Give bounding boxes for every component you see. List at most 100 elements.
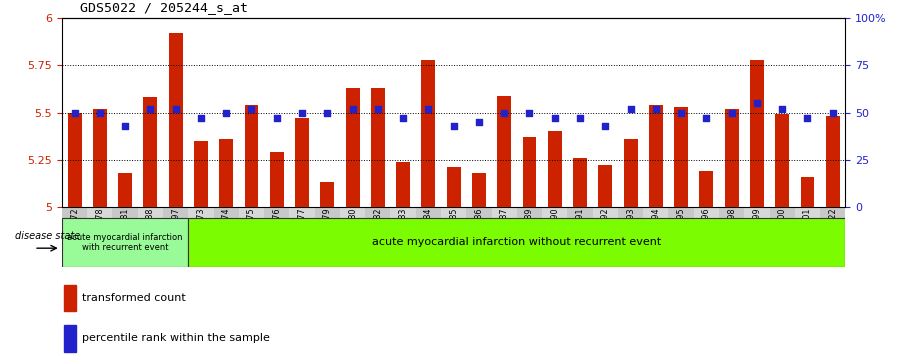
Bar: [87, 207, 112, 218]
Bar: [700, 171, 713, 207]
Text: GSM1167082: GSM1167082: [374, 207, 383, 261]
Text: GSM1167101: GSM1167101: [803, 207, 812, 261]
Bar: [775, 114, 789, 207]
Point: [750, 100, 764, 106]
Bar: [725, 109, 739, 207]
Bar: [750, 60, 764, 207]
Text: GSM1167087: GSM1167087: [500, 207, 508, 261]
Bar: [345, 88, 360, 207]
Bar: [67, 113, 82, 207]
Point: [548, 115, 562, 121]
Bar: [497, 95, 511, 207]
Bar: [618, 207, 643, 218]
Point: [320, 110, 334, 115]
Point: [396, 115, 411, 121]
Bar: [422, 60, 435, 207]
Point: [244, 106, 259, 112]
Bar: [112, 207, 138, 218]
Bar: [239, 207, 264, 218]
Bar: [64, 285, 76, 311]
Text: GSM1167075: GSM1167075: [247, 207, 256, 261]
Text: acute myocardial infarction without recurrent event: acute myocardial infarction without recu…: [373, 237, 661, 247]
Point: [93, 110, 107, 115]
Bar: [820, 207, 845, 218]
Bar: [189, 207, 213, 218]
Text: GSM1167072: GSM1167072: [70, 207, 79, 261]
Bar: [801, 177, 814, 207]
Bar: [568, 207, 593, 218]
Bar: [744, 207, 770, 218]
Text: GSM1167090: GSM1167090: [550, 207, 559, 261]
Text: GSM1167073: GSM1167073: [197, 207, 206, 261]
Bar: [624, 139, 638, 207]
Point: [219, 110, 233, 115]
Bar: [694, 207, 719, 218]
Bar: [649, 105, 663, 207]
Bar: [163, 207, 189, 218]
Point: [522, 110, 537, 115]
Bar: [62, 207, 87, 218]
Text: GSM1167078: GSM1167078: [96, 207, 105, 261]
Text: GSM1167088: GSM1167088: [146, 207, 155, 261]
Point: [573, 115, 588, 121]
Point: [674, 110, 689, 115]
Bar: [466, 207, 492, 218]
Point: [496, 110, 511, 115]
Text: GSM1167081: GSM1167081: [120, 207, 129, 261]
Bar: [415, 207, 441, 218]
Point: [67, 110, 82, 115]
Point: [775, 106, 790, 112]
Bar: [669, 207, 694, 218]
Text: GSM1167079: GSM1167079: [322, 207, 332, 261]
Text: GSM1167095: GSM1167095: [677, 207, 686, 261]
Point: [270, 115, 284, 121]
Point: [371, 106, 385, 112]
Bar: [64, 325, 76, 352]
Point: [421, 106, 435, 112]
Point: [825, 110, 840, 115]
Bar: [189, 218, 845, 267]
Text: acute myocardial infarction
with recurrent event: acute myocardial infarction with recurre…: [67, 233, 183, 252]
Bar: [719, 207, 744, 218]
Bar: [548, 131, 562, 207]
Text: GSM1167084: GSM1167084: [424, 207, 433, 261]
Point: [295, 110, 310, 115]
Text: GSM1167092: GSM1167092: [601, 207, 609, 261]
Bar: [118, 173, 132, 207]
Text: GSM1167098: GSM1167098: [727, 207, 736, 261]
Bar: [138, 207, 163, 218]
Bar: [270, 152, 283, 207]
Text: GSM1167099: GSM1167099: [752, 207, 762, 261]
Bar: [593, 207, 618, 218]
Point: [472, 119, 486, 125]
Point: [800, 115, 814, 121]
Bar: [391, 207, 415, 218]
Bar: [295, 118, 309, 207]
Bar: [599, 166, 612, 207]
Point: [118, 123, 132, 129]
Point: [623, 106, 638, 112]
Point: [169, 106, 183, 112]
Bar: [795, 207, 820, 218]
Bar: [770, 207, 795, 218]
Bar: [441, 207, 466, 218]
Bar: [446, 167, 461, 207]
Bar: [396, 162, 410, 207]
Text: GSM1167097: GSM1167097: [171, 207, 180, 261]
Text: GSM1167085: GSM1167085: [449, 207, 458, 261]
Text: GSM1167091: GSM1167091: [576, 207, 585, 261]
Text: GSM1167083: GSM1167083: [399, 207, 407, 261]
Text: GSM1167089: GSM1167089: [525, 207, 534, 261]
Bar: [314, 207, 340, 218]
Bar: [244, 105, 259, 207]
Text: GSM1167086: GSM1167086: [475, 207, 484, 261]
Text: GDS5022 / 205244_s_at: GDS5022 / 205244_s_at: [80, 1, 248, 15]
Text: GSM1167094: GSM1167094: [651, 207, 660, 261]
Point: [699, 115, 713, 121]
Bar: [169, 33, 182, 207]
Bar: [523, 137, 537, 207]
Text: GSM1167096: GSM1167096: [701, 207, 711, 261]
Bar: [62, 218, 189, 267]
Bar: [143, 97, 158, 207]
Bar: [321, 182, 334, 207]
